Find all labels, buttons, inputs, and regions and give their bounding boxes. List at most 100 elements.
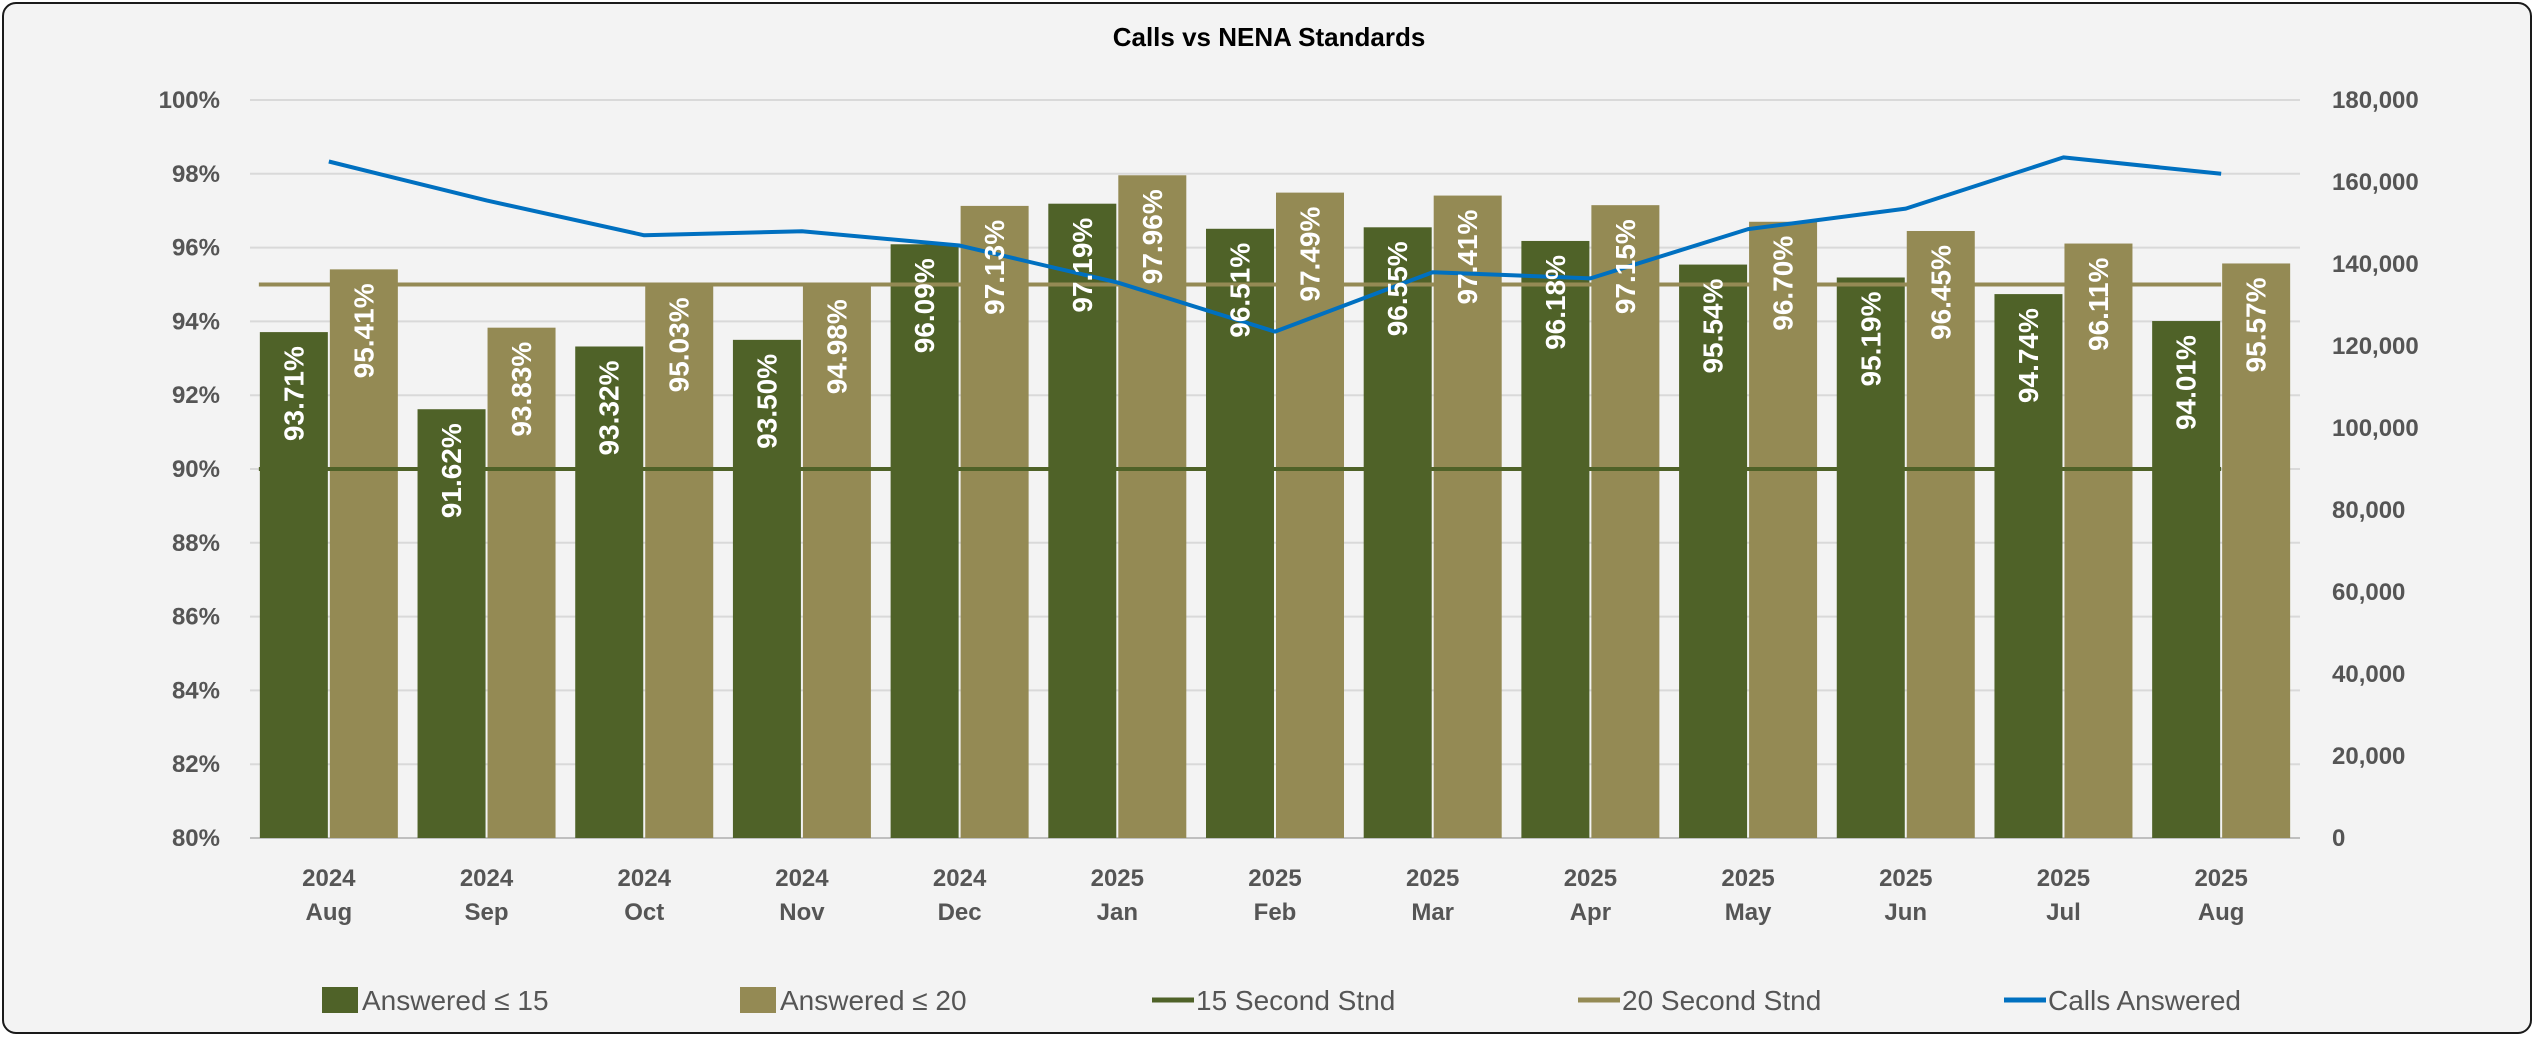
x-tick-year: 2025 [1406, 865, 1459, 892]
data-label: 93.83% [506, 342, 537, 437]
x-axis-ticks: 2024 Aug 2024 Sep 2024 Oct 2024 Nov 2024 Dec 2025 J… [302, 865, 2248, 926]
data-label: 97.15% [1610, 219, 1641, 314]
bar-answered-15 [1521, 240, 1590, 838]
data-label: 95.57% [2241, 277, 2272, 372]
x-tick-month: Aug [306, 899, 353, 926]
legend: Answered ≤ 15 Answered ≤ 20 15 Second Stnd… [322, 985, 2241, 1016]
x-tick-month: Mar [1411, 899, 1454, 926]
x-tick-month: Aug [2198, 899, 2245, 926]
bar-answered-15 [732, 339, 801, 838]
right-tick-label: 180,000 [2332, 87, 2419, 114]
right-tick-label: 40,000 [2332, 661, 2405, 688]
bar-answered-20 [2064, 243, 2133, 838]
legend-swatch [322, 987, 358, 1013]
bar-answered-20 [802, 285, 871, 838]
left-tick-label: 86% [172, 604, 220, 631]
data-label: 97.49% [1295, 207, 1326, 302]
x-tick-month: May [1725, 899, 1772, 926]
bar-answered-20 [1276, 192, 1344, 838]
data-label: 96.09% [909, 258, 940, 353]
x-tick-month: Nov [779, 899, 825, 926]
legend-swatch [740, 987, 776, 1013]
bar-answered-15 [1363, 227, 1432, 838]
x-tick-year: 2025 [1248, 865, 1301, 892]
x-tick-month: Sep [465, 899, 509, 926]
chart-title: Calls vs NENA Standards [1113, 22, 1426, 52]
bar-answered-15 [1679, 264, 1748, 839]
x-tick-year: 2024 [775, 865, 829, 892]
bar-answered-20 [645, 283, 714, 838]
x-tick-year: 2025 [1879, 865, 1932, 892]
calls-answered-line [328, 155, 2222, 334]
left-tick-label: 96% [172, 235, 220, 262]
data-label: 96.11% [2083, 257, 2114, 351]
data-label: 95.41% [348, 283, 379, 378]
legend-label: 20 Second Stnd [1622, 985, 1821, 1016]
left-tick-label: 90% [172, 456, 220, 483]
data-label: 93.71% [278, 346, 309, 441]
data-label: 95.54% [1698, 278, 1729, 373]
data-label: 96.51% [1225, 243, 1256, 338]
left-tick-label: 100% [159, 87, 220, 114]
legend-label: Answered ≤ 15 [362, 985, 549, 1016]
bar-answered-20 [487, 327, 556, 838]
x-tick-year: 2024 [302, 865, 356, 892]
bar-answered-20 [1591, 205, 1660, 839]
data-label: 94.98% [821, 299, 852, 394]
data-label: 96.45% [1925, 245, 1956, 340]
data-label: 97.41% [1452, 209, 1483, 304]
bar-answered-15 [1048, 203, 1117, 839]
x-tick-year: 2025 [1721, 865, 1774, 892]
right-tick-label: 20,000 [2332, 743, 2405, 770]
left-tick-label: 92% [172, 382, 220, 409]
x-tick-year: 2024 [618, 865, 672, 892]
legend-label: Answered ≤ 20 [780, 985, 967, 1016]
legend-label: Calls Answered [2048, 985, 2241, 1016]
left-tick-label: 84% [172, 677, 220, 704]
right-tick-label: 140,000 [2332, 251, 2419, 278]
x-tick-month: Apr [1570, 899, 1611, 926]
left-tick-label: 80% [172, 825, 220, 852]
bar-answered-20 [960, 205, 1029, 838]
bar-answered-15 [1994, 294, 2063, 838]
left-axis-ticks: 80% 82% 84% 86% 88% 90% 92% 94% 96% 98% 100% [159, 87, 220, 852]
data-labels: 93.71% 91.62% 93.32% 93.50% 96.09% 97.19% 96.5… [278, 189, 2271, 518]
bar-answered-15 [417, 409, 486, 838]
right-axis-ticks: 0 20,000 40,000 60,000 80,000 100,000 120,000 1… [2332, 87, 2419, 852]
bars [259, 175, 2291, 839]
standard-lines [258, 282, 2222, 471]
right-tick-label: 100,000 [2332, 415, 2419, 442]
bar-answered-20 [2222, 263, 2291, 838]
x-tick-month: Feb [1254, 899, 1297, 926]
bar-answered-15 [1206, 228, 1274, 838]
calls-answered-polyline [328, 155, 2222, 334]
data-label: 96.70% [1768, 236, 1799, 331]
bar-answered-15 [2152, 321, 2221, 838]
x-tick-month: Jul [2046, 899, 2081, 926]
bar-answered-15 [1836, 277, 1905, 838]
data-label: 94.01% [2171, 335, 2202, 430]
data-label: 96.18% [1540, 255, 1571, 350]
data-label: 93.50% [751, 354, 782, 449]
data-label: 91.62% [436, 423, 467, 518]
right-tick-label: 60,000 [2332, 579, 2405, 606]
bar-answered-20 [1433, 195, 1502, 839]
data-label: 97.19% [1067, 218, 1098, 313]
data-label: 97.96% [1137, 189, 1168, 284]
data-label: 94.74% [2013, 308, 2044, 403]
right-tick-label: 120,000 [2332, 333, 2419, 360]
left-tick-label: 98% [172, 161, 220, 188]
x-tick-month: Jun [1884, 899, 1927, 926]
x-tick-year: 2025 [2037, 865, 2090, 892]
x-tick-month: Oct [624, 899, 664, 926]
left-tick-label: 82% [172, 751, 220, 778]
x-tick-month: Dec [938, 899, 982, 926]
data-label: 95.19% [1855, 291, 1886, 386]
legend-label: 15 Second Stnd [1196, 985, 1395, 1016]
bar-answered-15 [890, 244, 959, 839]
data-label: 95.03% [664, 297, 695, 392]
data-label: 97.13% [979, 220, 1010, 315]
bar-answered-15 [575, 346, 644, 838]
bar-answered-20 [329, 269, 398, 839]
